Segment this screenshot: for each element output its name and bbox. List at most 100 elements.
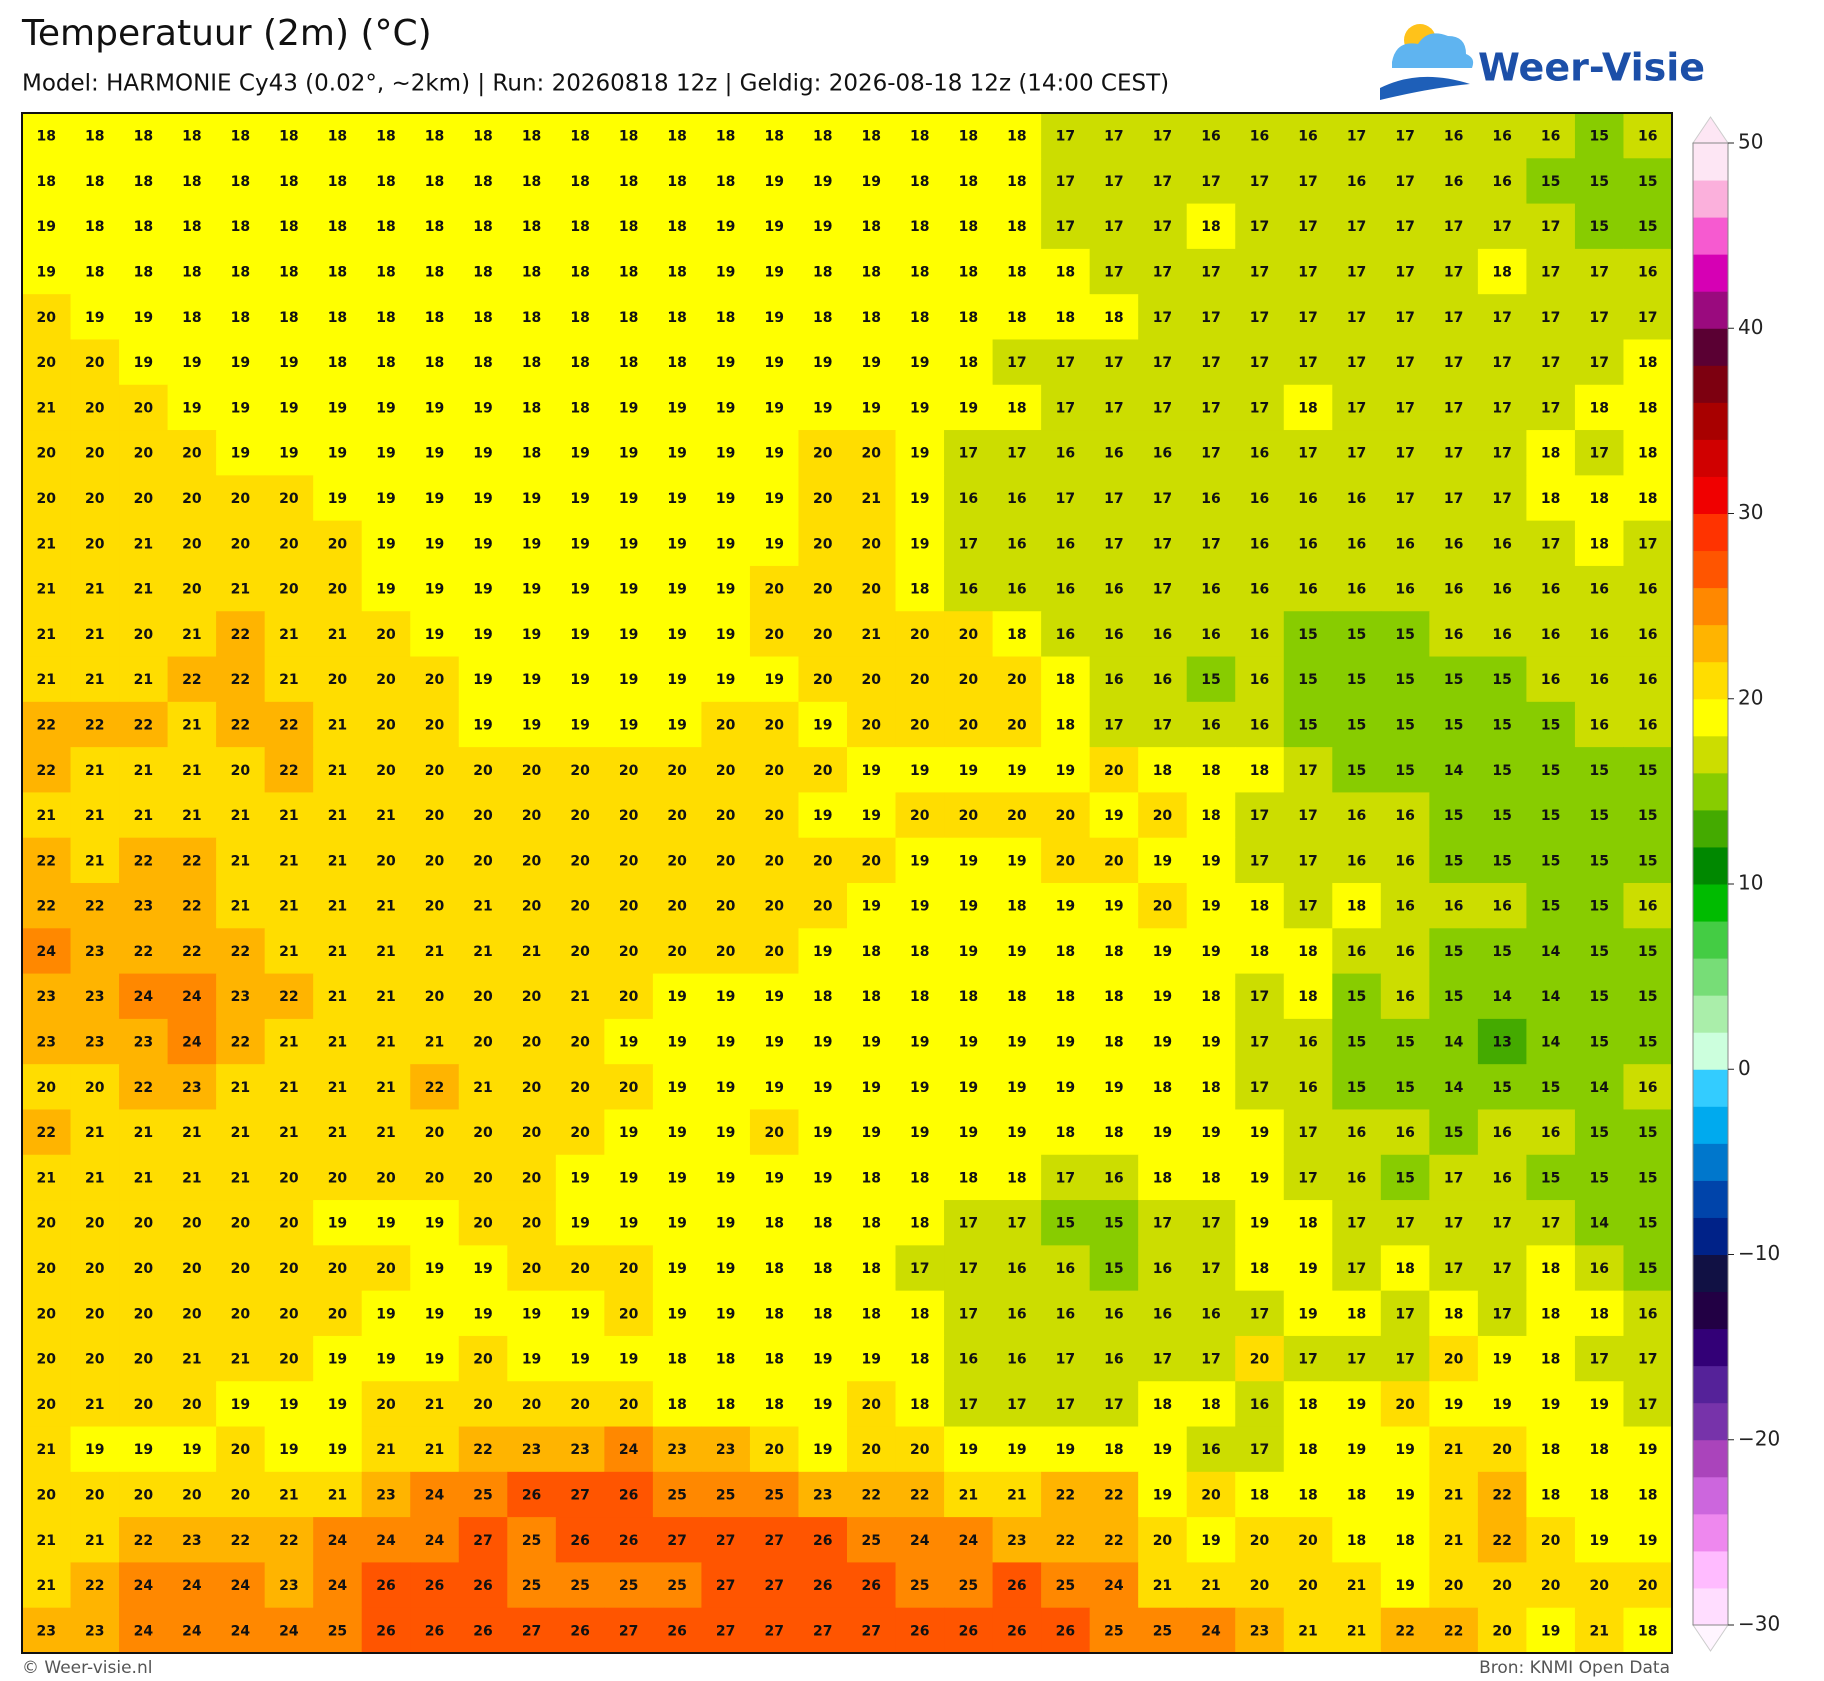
temperature-cell xyxy=(895,1200,945,1246)
temperature-label: 20 xyxy=(376,1261,396,1277)
temperature-cell xyxy=(1526,656,1576,703)
temperature-cell xyxy=(119,701,169,748)
temperature-label: 17 xyxy=(959,1397,978,1413)
temperature-cell xyxy=(264,475,314,522)
temperature-cell xyxy=(555,248,605,295)
temperature-cell xyxy=(944,928,994,975)
temperature-label: 18 xyxy=(959,310,978,326)
temperature-cell xyxy=(847,1290,897,1337)
temperature-cell xyxy=(264,1607,314,1654)
temperature-label: 18 xyxy=(813,1261,832,1277)
temperature-cell xyxy=(1089,1109,1139,1156)
temperature-label: 16 xyxy=(1444,627,1463,643)
temperature-label: 20 xyxy=(473,853,493,869)
temperature-cell xyxy=(167,973,217,1020)
temperature-label: 20 xyxy=(1492,1442,1512,1458)
temperature-cell xyxy=(1526,1607,1576,1654)
temperature-label: 21 xyxy=(85,672,104,688)
temperature-cell xyxy=(944,656,994,703)
temperature-cell xyxy=(555,475,605,522)
temperature-label: 18 xyxy=(425,129,444,145)
temperature-label: 24 xyxy=(182,1623,202,1639)
temperature-cell xyxy=(895,1245,945,1292)
temperature-label: 19 xyxy=(134,310,153,326)
temperature-cell xyxy=(1429,1607,1479,1654)
temperature-cell xyxy=(410,747,460,793)
temperature-cell xyxy=(410,384,460,431)
temperature-cell xyxy=(1235,294,1285,340)
temperature-cell xyxy=(749,883,799,929)
temperature-label: 22 xyxy=(182,944,201,960)
temperature-label: 18 xyxy=(862,265,881,281)
temperature-label: 27 xyxy=(764,1623,783,1639)
temperature-label: 17 xyxy=(1153,310,1172,326)
temperature-cell xyxy=(1332,1471,1382,1518)
temperature-label: 26 xyxy=(910,1623,929,1639)
temperature-label: 20 xyxy=(522,808,542,824)
temperature-cell xyxy=(749,611,799,658)
temperature-cell xyxy=(216,565,266,612)
temperature-label: 18 xyxy=(1347,1487,1366,1503)
temperature-label: 21 xyxy=(328,763,347,779)
temperature-label: 19 xyxy=(619,717,638,733)
temperature-cell xyxy=(555,1290,605,1337)
temperature-cell xyxy=(1526,430,1576,476)
temperature-cell xyxy=(701,430,751,476)
temperature-cell xyxy=(1380,475,1430,522)
temperature-cell xyxy=(1429,565,1479,612)
temperature-label: 17 xyxy=(1444,1170,1463,1186)
temperature-cell xyxy=(992,1109,1042,1156)
temperature-cell xyxy=(1380,1290,1430,1337)
temperature-label: 18 xyxy=(1104,310,1123,326)
temperature-cell xyxy=(70,611,120,658)
temperature-label: 16 xyxy=(1007,491,1026,507)
temperature-label: 17 xyxy=(959,1261,978,1277)
temperature-cell xyxy=(1477,1154,1527,1201)
temperature-label: 21 xyxy=(279,944,298,960)
temperature-cell xyxy=(1283,883,1333,929)
temperature-label: 25 xyxy=(667,1578,686,1594)
temperature-cell xyxy=(847,792,897,839)
temperature-cell xyxy=(264,430,314,476)
temperature-cell xyxy=(119,203,169,250)
temperature-label: 18 xyxy=(328,219,347,235)
temperature-label: 20 xyxy=(1104,763,1124,779)
temperature-cell xyxy=(749,1245,799,1292)
temperature-cell xyxy=(1041,1517,1091,1563)
temperature-cell xyxy=(1283,158,1333,205)
temperature-cell xyxy=(507,747,557,793)
temperature-label: 18 xyxy=(473,355,492,371)
temperature-label: 18 xyxy=(1201,989,1220,1005)
temperature-cell xyxy=(604,1607,654,1654)
temperature-cell xyxy=(167,1471,217,1518)
temperature-label: 23 xyxy=(1250,1623,1269,1639)
temperature-label: 20 xyxy=(1153,899,1173,915)
temperature-cell xyxy=(167,113,217,159)
temperature-cell xyxy=(1089,1381,1139,1428)
temperature-label: 20 xyxy=(619,1080,639,1096)
temperature-label: 21 xyxy=(231,1352,250,1368)
temperature-cell xyxy=(1477,973,1527,1020)
temperature-cell xyxy=(167,1064,217,1110)
temperature-cell xyxy=(313,475,363,522)
temperature-label: 20 xyxy=(522,989,542,1005)
temperature-cell xyxy=(555,973,605,1020)
temperature-cell xyxy=(167,1018,217,1065)
temperature-cell xyxy=(1138,973,1188,1020)
temperature-cell xyxy=(1186,158,1236,205)
temperature-cell xyxy=(361,1562,411,1609)
temperature-cell xyxy=(167,1290,217,1337)
temperature-label: 16 xyxy=(1638,627,1657,643)
temperature-label: 19 xyxy=(1347,1442,1366,1458)
temperature-label: 19 xyxy=(667,536,686,552)
temperature-label: 17 xyxy=(1298,899,1317,915)
temperature-cell xyxy=(361,203,411,250)
temperature-label: 15 xyxy=(1589,853,1608,869)
temperature-label: 17 xyxy=(1492,310,1511,326)
temperature-cell xyxy=(1235,1290,1285,1337)
temperature-cell xyxy=(507,1245,557,1292)
temperature-cell xyxy=(1623,248,1673,295)
temperature-cell xyxy=(847,747,897,793)
temperature-label: 17 xyxy=(1250,219,1269,235)
temperature-cell xyxy=(507,1517,557,1563)
